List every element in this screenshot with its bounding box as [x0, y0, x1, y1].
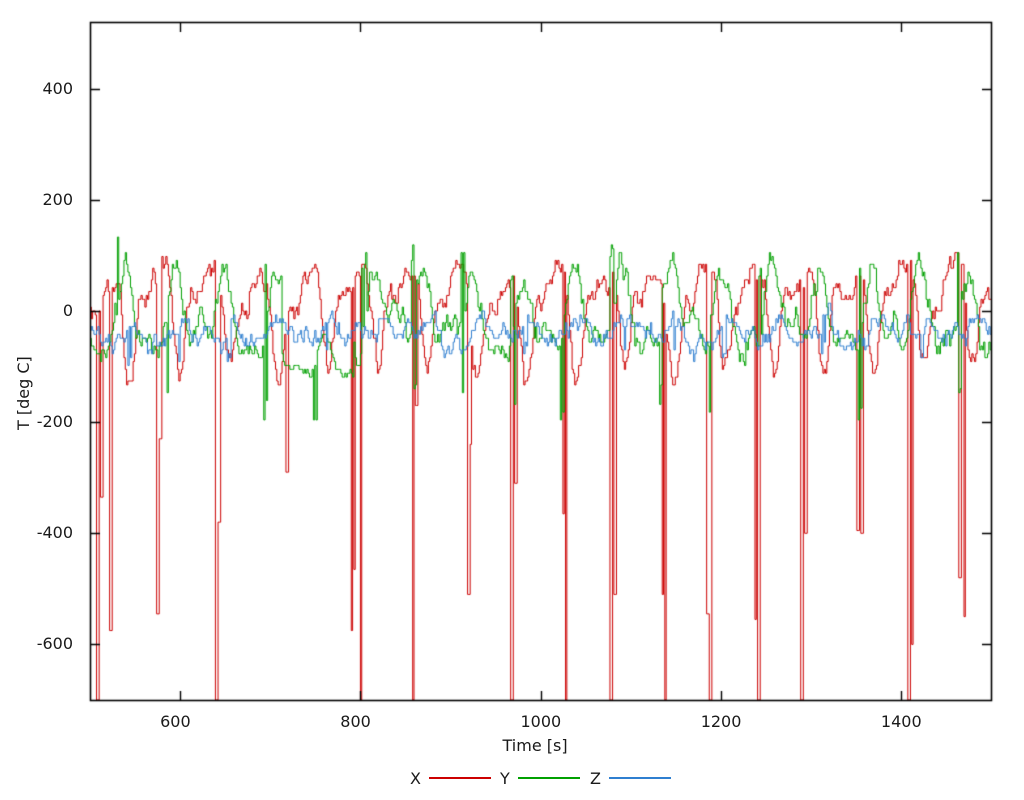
legend-label-x: X — [410, 768, 421, 788]
y-tick-label-400: 400 — [42, 78, 73, 98]
x-tick-label-1400: 1400 — [880, 712, 922, 731]
legend-label-z: Z — [590, 768, 601, 788]
legend-item-x[interactable]: X — [410, 765, 491, 791]
x-tick-label-1000: 1000 — [520, 712, 562, 731]
y-tick-label-neg200: -200 — [36, 412, 73, 432]
legend: X Y Z — [0, 765, 1024, 791]
legend-swatch-x — [428, 777, 491, 779]
legend-item-y[interactable]: Y — [500, 765, 580, 791]
x-tick-label-800: 800 — [340, 712, 371, 731]
x-axis-title: Time [s] — [502, 736, 568, 755]
legend-label-y: Y — [500, 768, 510, 788]
y-axis-title: T [deg C] — [14, 356, 33, 431]
y-tick-label-200: 200 — [42, 189, 73, 209]
x-tick-label-600: 600 — [160, 712, 191, 731]
y-tick-label-neg400: -400 — [36, 523, 73, 543]
legend-item-z[interactable]: Z — [590, 765, 671, 791]
legend-swatch-z — [608, 777, 671, 779]
legend-swatch-y — [517, 777, 580, 779]
x-tick-label-1200: 1200 — [700, 712, 742, 731]
y-tick-label-0: 0 — [62, 300, 73, 320]
y-tick-label-neg600: -600 — [36, 634, 73, 654]
